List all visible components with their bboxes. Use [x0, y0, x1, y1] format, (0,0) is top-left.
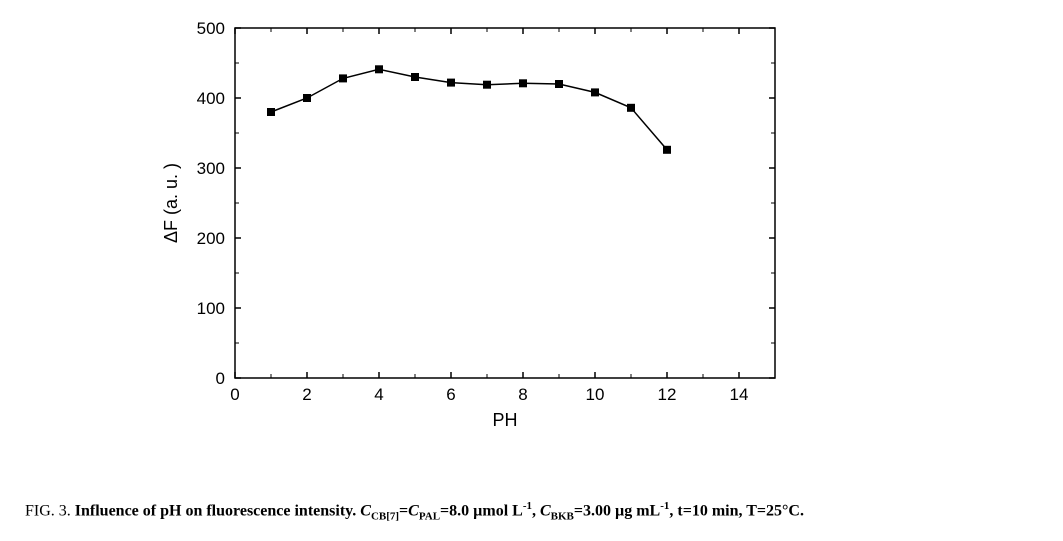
svg-text:14: 14 [730, 385, 749, 404]
caption-eq1: = [399, 502, 408, 519]
svg-text:500: 500 [197, 19, 225, 38]
svg-text:300: 300 [197, 159, 225, 178]
svg-text:0: 0 [216, 369, 225, 388]
svg-text:4: 4 [374, 385, 383, 404]
svg-text:0: 0 [230, 385, 239, 404]
caption-c3-val: =3.00 µg mL [574, 502, 660, 519]
svg-text:100: 100 [197, 299, 225, 318]
caption-c2-val: =8.0 µmol L [440, 502, 523, 519]
caption-sep2: , t=10 min, T=25°C. [669, 502, 804, 519]
svg-text:200: 200 [197, 229, 225, 248]
svg-text:6: 6 [446, 385, 455, 404]
caption-sep1: , [532, 502, 540, 519]
svg-text:10: 10 [586, 385, 605, 404]
figure-caption: FIG. 3. Influence of pH on fluorescence … [25, 500, 1045, 523]
caption-lead: Influence of pH on fluorescence intensit… [71, 502, 360, 519]
svg-text:PH: PH [492, 410, 517, 430]
caption-c2-sup: -1 [523, 500, 532, 512]
svg-text:400: 400 [197, 89, 225, 108]
svg-text:ΔF (a. u. ): ΔF (a. u. ) [161, 163, 181, 243]
caption-c1-symbol: C [360, 502, 371, 519]
svg-text:8: 8 [518, 385, 527, 404]
line-chart: 0 2 4 6 8 10 12 14 0 100 200 300 400 500 PH ΔF (a. u. ) [140, 10, 800, 440]
caption-c2-symbol: C [408, 502, 419, 519]
caption-c2-sub: PAL [419, 511, 440, 523]
chart-container: 0 2 4 6 8 10 12 14 0 100 200 300 400 500 PH ΔF (a. u. ) [140, 10, 800, 440]
caption-c3-symbol: C [540, 502, 551, 519]
caption-c1-sub: CB[7] [371, 511, 399, 523]
svg-text:12: 12 [658, 385, 677, 404]
caption-c3-sub: BKB [551, 511, 574, 523]
figure-label: FIG. 3. [25, 502, 71, 519]
svg-text:2: 2 [302, 385, 311, 404]
